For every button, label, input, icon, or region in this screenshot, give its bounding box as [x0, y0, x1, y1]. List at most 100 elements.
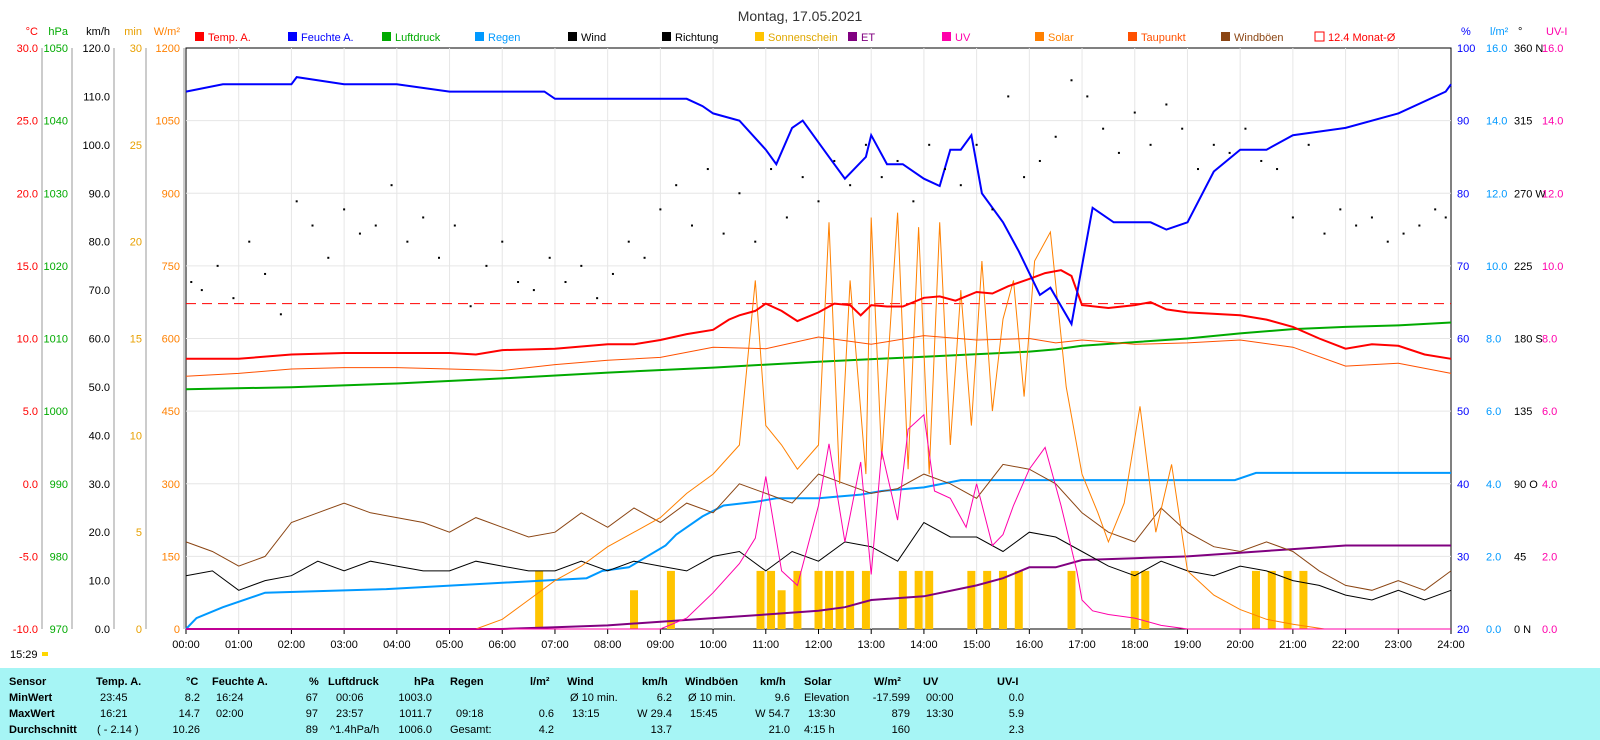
x-tick-label: 16:00: [1016, 639, 1044, 651]
x-tick-label: 10:00: [699, 639, 727, 651]
direction-point: [438, 256, 440, 259]
axis-tick-label: 100.0: [82, 140, 110, 152]
direction-point: [517, 281, 520, 284]
direction-point: [248, 240, 251, 243]
stats-header-press: Luftdruck: [328, 676, 379, 688]
axis-tick-label: 90.0: [89, 188, 110, 200]
direction-point: [1418, 224, 1421, 227]
direction-point: [1244, 127, 1247, 130]
axis-tick-label: 750: [162, 261, 180, 273]
legend-label: Regen: [488, 32, 520, 44]
x-tick-label: 07:00: [541, 639, 569, 651]
solar-min-label: Elevation: [804, 692, 850, 704]
direction-point: [1444, 216, 1447, 219]
stats-header-rain-unit: l/m²: [530, 676, 550, 688]
axis-tick-label: -5.0: [19, 551, 38, 563]
direction-point: [833, 159, 836, 162]
axis-tick-label: 2.0: [1486, 551, 1501, 563]
direction-point: [580, 264, 583, 267]
x-tick-label: 19:00: [1174, 639, 1202, 651]
chart-title: Montag, 17.05.2021: [738, 8, 863, 24]
legend-swatch: [382, 32, 391, 41]
legend-label: ET: [861, 32, 875, 44]
direction-point: [1323, 232, 1326, 235]
axis-tick-label: 970: [50, 624, 68, 636]
axis-tick-label: 60.0: [89, 334, 110, 346]
axis-unit-label: W/m²: [154, 26, 181, 38]
solar-max-time: 13:30: [808, 708, 836, 720]
x-tick-label: 05:00: [436, 639, 464, 651]
direction-point: [1038, 159, 1041, 162]
stats-header-hum-unit: %: [309, 676, 319, 688]
temp-avg-val: 10.26: [172, 724, 200, 736]
sunshine-bar: [1267, 570, 1276, 629]
direction-point: [1023, 176, 1026, 179]
legend-swatch: [195, 32, 204, 41]
hum-min-val: 67: [305, 692, 318, 704]
axes: °C 30.0 25.0 20.0 15.0 10.0 5.0 0.0 -5.0 -10.0 hPa…: [13, 26, 1567, 651]
axis-unit-label: %: [1461, 26, 1471, 38]
x-tick-label: 14:00: [910, 639, 938, 651]
uv-min-time: 00:00: [926, 692, 954, 704]
direction-point: [501, 240, 504, 243]
axis-tick-label: 2.0: [1542, 551, 1557, 563]
direction-point: [975, 143, 978, 146]
timestamp: 15:29: [10, 649, 38, 661]
axis-tick-label: 0.0: [95, 624, 110, 636]
direction-point: [358, 232, 361, 235]
axis-tick-label: 5: [136, 527, 142, 539]
axis-tick-label: 450: [162, 406, 180, 418]
x-tick-label: 09:00: [647, 639, 675, 651]
axis-tick-label: 1030: [44, 188, 68, 200]
axis-tick-label: 10.0: [17, 334, 38, 346]
direction-point: [485, 264, 488, 267]
axis-tick-label: 15.0: [17, 261, 38, 273]
series-line-feuchte-a-: [185, 76, 1452, 327]
stats-header-solar: Solar: [804, 676, 832, 688]
direction-point: [1260, 159, 1263, 162]
direction-point: [1181, 127, 1184, 130]
stats-table: Sensor Temp. A. °C Feuchte A. % Luftdruc…: [0, 668, 1600, 740]
rain-total-label: Gesamt:: [450, 724, 492, 736]
x-tick-label: 20:00: [1226, 639, 1254, 651]
legend-label: Windböen: [1234, 32, 1284, 44]
axis-unit-label: °C: [26, 26, 38, 38]
direction-point: [1149, 143, 1152, 146]
direction-point: [532, 289, 535, 292]
timestamp-marker: [42, 652, 48, 656]
direction-point: [327, 256, 330, 259]
x-tick-label: 11:00: [752, 639, 779, 651]
direction-point: [406, 240, 409, 243]
hum-max-val: 97: [305, 708, 318, 720]
axis-tick-label: 1040: [44, 116, 68, 128]
direction-point: [1355, 224, 1358, 227]
axis-tick-label: 300: [162, 479, 180, 491]
direction-point: [232, 297, 235, 300]
x-tick-label: 15:00: [963, 639, 991, 651]
uv-min-val: 0.0: [1008, 692, 1024, 704]
temp-avg-note: ( - 2.14 ): [97, 724, 139, 736]
chart-legend: Temp. A. Feuchte A. Luftdruck Regen Wind Rich…: [195, 31, 1396, 44]
direction-point: [1070, 79, 1073, 82]
uv-avg-val: 2.3: [1008, 724, 1024, 736]
wind-min-label: Ø 10 min.: [570, 692, 618, 704]
direction-point: [1054, 135, 1057, 138]
stats-header-hum: Feuchte A.: [212, 676, 268, 688]
gust-min-val: 9.6: [774, 692, 790, 704]
temp-min-val: 8.2: [184, 692, 200, 704]
stats-header-sensor: Sensor: [9, 676, 47, 688]
gust-avg-val: 21.0: [768, 724, 790, 736]
direction-point: [1339, 208, 1342, 211]
axis-tick-label: 70.0: [89, 285, 110, 297]
axis-unit-label: min: [124, 26, 142, 38]
x-tick-label: 17:00: [1068, 639, 1096, 651]
axis-tick-label: 15: [130, 334, 142, 346]
axis-tick-label: 360 N: [1514, 43, 1543, 55]
direction-point: [627, 240, 630, 243]
series-line-regen: [185, 471, 1451, 630]
press-avg-val: 1006.0: [398, 724, 432, 736]
stats-header-press-unit: hPa: [414, 676, 435, 688]
axis-tick-label: 80.0: [89, 237, 110, 249]
direction-point: [216, 264, 219, 267]
rain-max-time: 09:18: [456, 708, 484, 720]
